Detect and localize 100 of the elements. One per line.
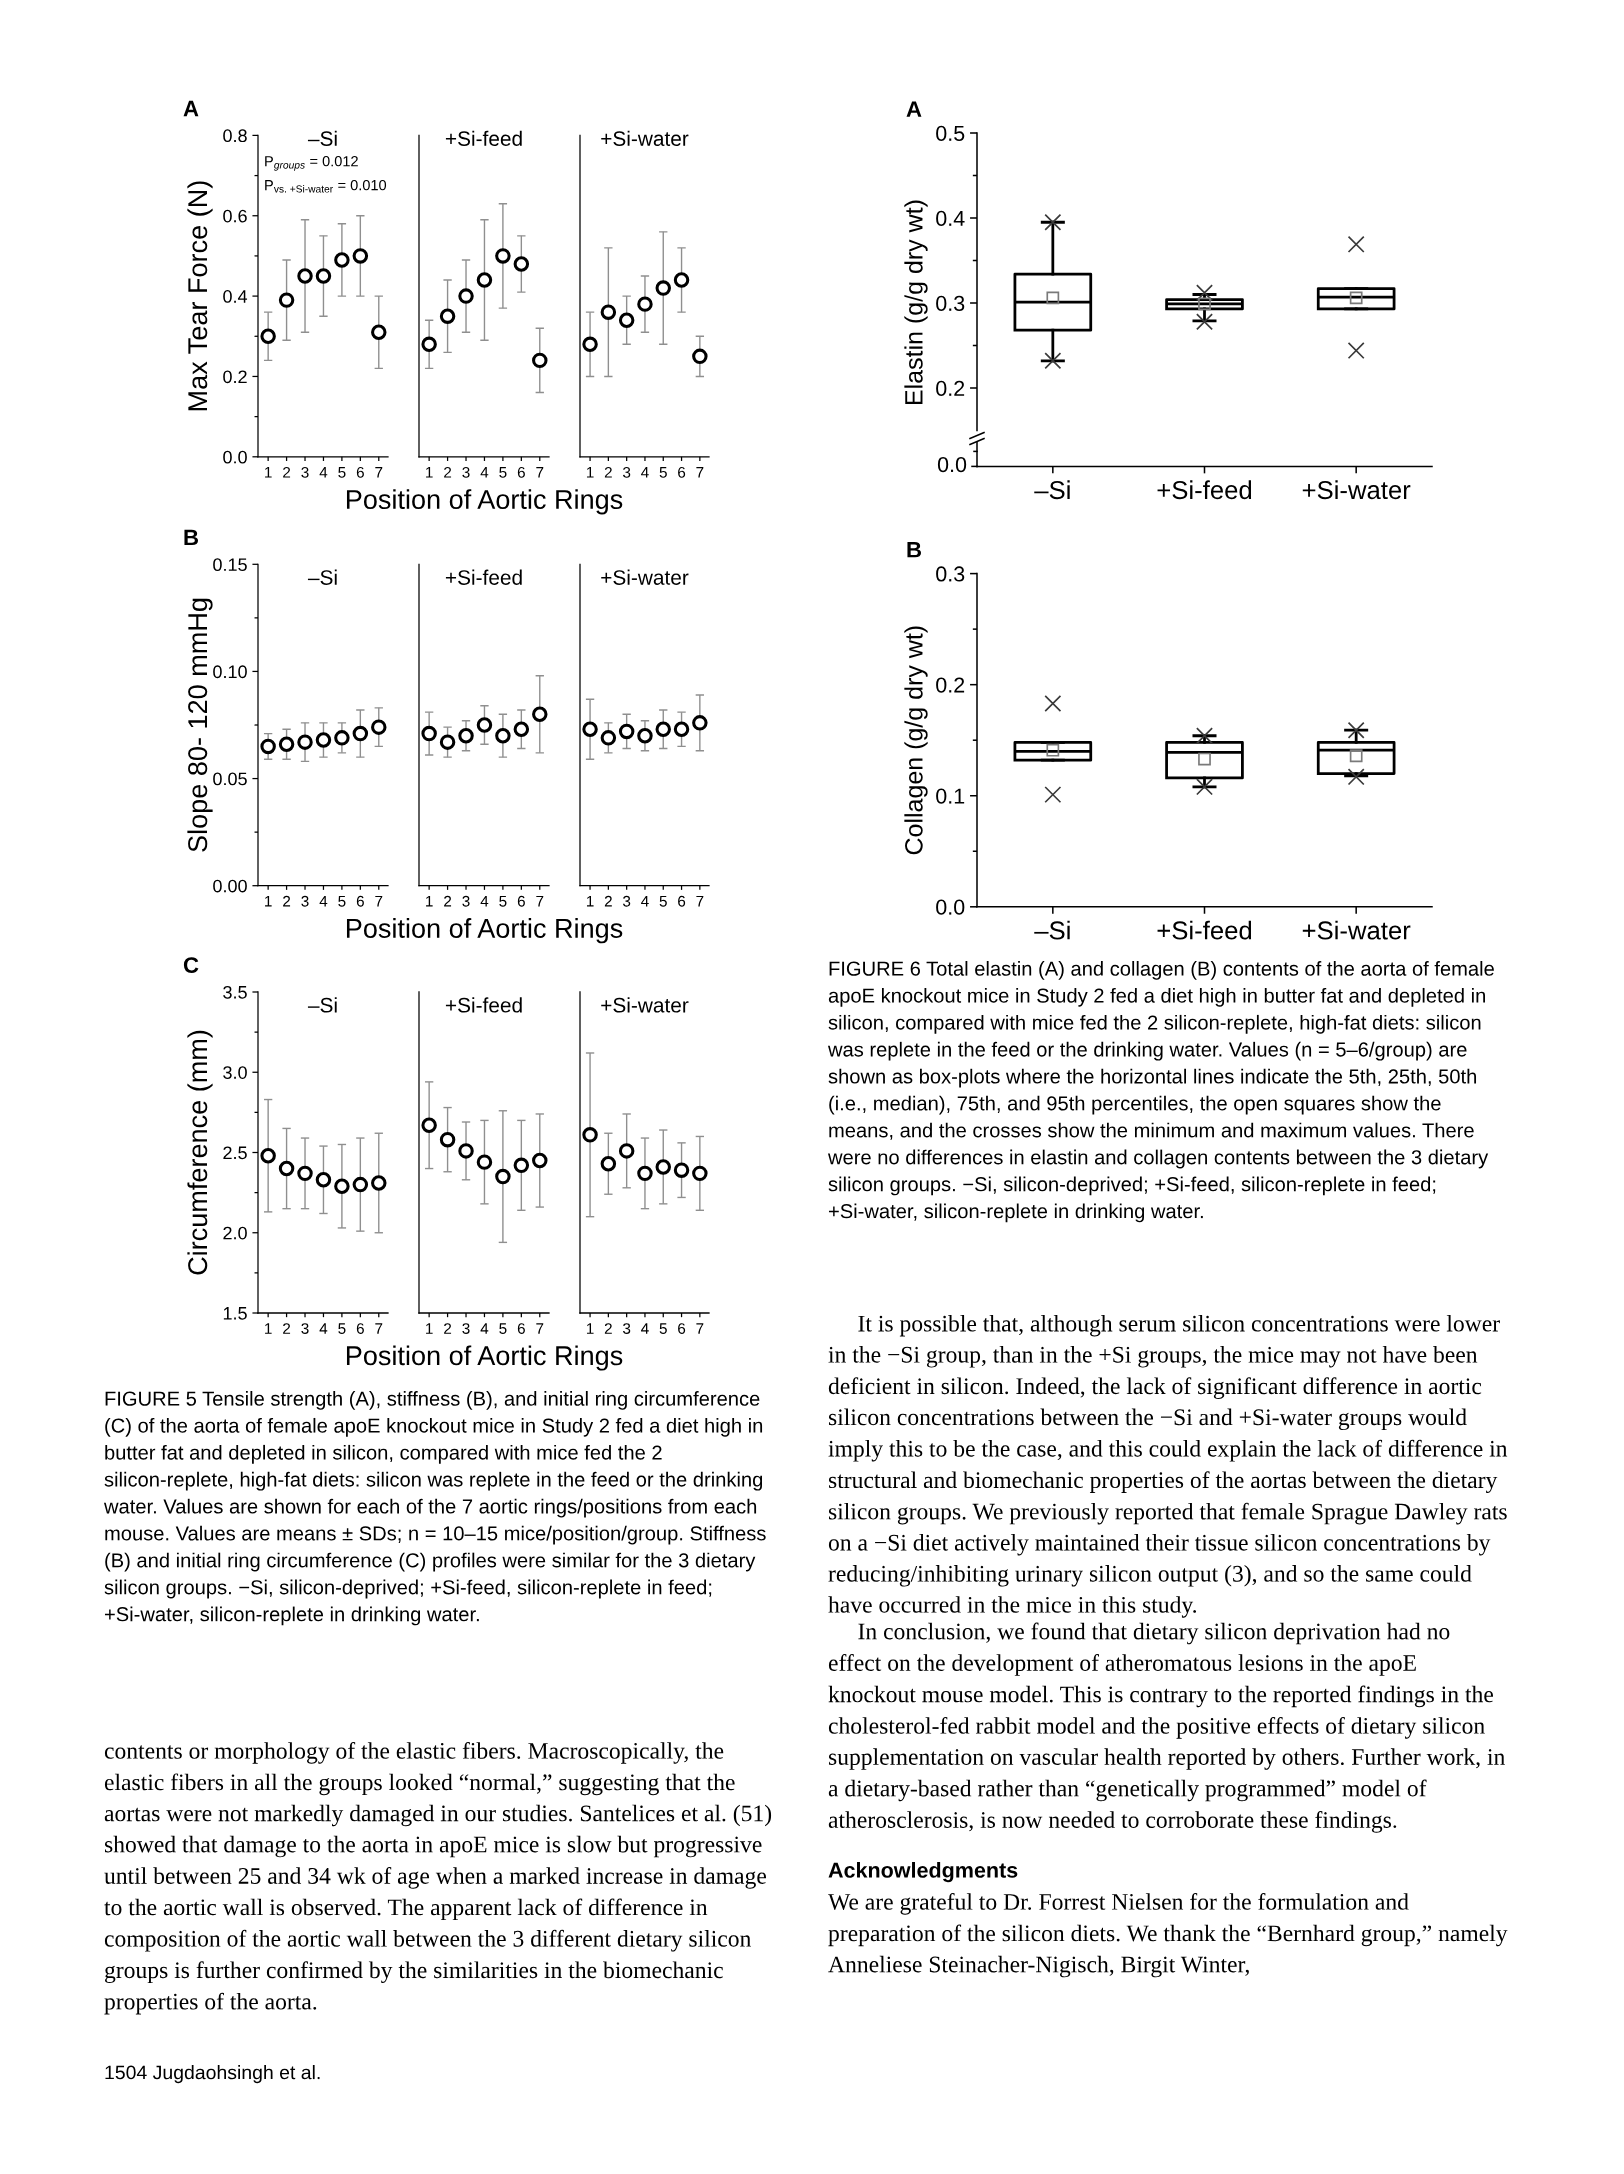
point [439,308,456,324]
x-tick-label: 2 [444,1323,452,1334]
point [371,1175,387,1191]
x-tick-label: 3 [462,895,470,907]
point [278,736,295,753]
x-tick-label: 7 [536,1323,544,1334]
point [637,727,653,744]
x-tick-label: 4 [480,895,489,907]
point [618,723,635,740]
point [692,348,708,365]
point [458,727,474,744]
point [315,268,332,284]
text: contents or morphology of the elastic fibers. Macroscopically, the elastic fibers in all the groups looked “normal,” suggesting that the aortas were not markedly damaged in our studies. Santelices et al. (51) showed that damage to the aorta in apoE mice is slow but progressive until between 25 and 34 wk of age when a marked increase in damage to the aortic wall is observed. The apparent lack of difference in composition of the aortic wall between the 3 different dietary silicon groups is further confirmed by the similarities in the biomechanic properties of the aorta. [104,1742,772,2015]
point [334,1178,350,1194]
y-tick-label: 0.05 [213,772,247,786]
x-tick-label: 7 [375,895,383,907]
x-tick-label: +Si-feed [1157,920,1252,940]
x-tick-label: 6 [678,895,686,907]
point [618,312,635,328]
point [260,1147,276,1164]
y-tick-label: 1.5 [223,1307,247,1320]
y-tick-label: 0.4 [936,210,965,227]
text: A [906,101,922,117]
point [352,248,369,264]
chart-title: +Si-feed [445,569,522,585]
x-tick-label: 2 [444,895,452,907]
y-tick-label: 0.6 [223,209,247,223]
x-tick-label: 4 [319,467,328,478]
point [297,268,313,284]
x-tick-label: 3 [622,895,631,907]
chart-title: +Si-water [601,130,689,146]
x-tick-label: 6 [678,466,686,478]
x-tick-label: 1 [265,467,272,478]
y-axis-title: Collagen (g/g dry wt) [904,626,928,855]
x-tick-label: 4 [480,1323,489,1334]
point [673,272,690,288]
x-tick-label: 4 [641,467,649,478]
y-tick-label: 0.1 [936,788,965,804]
x-tick-label: 3 [301,466,309,478]
y-tick-label: 0.4 [223,290,248,303]
x-tick-label: 6 [356,1323,364,1334]
point [600,1155,617,1172]
point [655,280,671,296]
x-tick-label: 7 [536,895,544,907]
point [582,336,598,353]
y-tick-label: 0.2 [223,370,247,384]
point [476,717,493,733]
x-tick-label: 6 [517,1323,525,1334]
x-tick-label: 4 [641,895,649,907]
x-axis-title: Position of Aortic Rings [346,918,623,944]
point [582,721,598,738]
chart-title: –Si [307,569,337,585]
x-tick-label: 3 [622,1323,631,1334]
x-tick-label: 1 [586,895,594,907]
text: In conclusion, we found that dietary silicon deprivation had no effect on the development of atheromatous lesions in the apoE knockout mouse model. This is contrary to the reported findings in the cholesterol-fed rabbit model and the positive effects of dietary silicon supplementation on vascular health reported by others. Further work, in a dietary-based rather than “genetically programmed” model of atherosclerosis, is now needed to corroborate these findings. [828,1622,1505,1833]
x-tick-label: 1 [426,467,433,478]
x-tick-label: 2 [444,466,452,478]
point [582,1127,598,1143]
point [334,730,350,746]
x-tick-label: 1 [586,1323,594,1334]
text: We are grateful to Dr. Forrest Nielsen for the formulation and preparation of the silicon diets. We thank the “Bernhard group,” namely Anneliese Steinacher-Nigisch, Birgit Winter, [828,1893,1508,1978]
point [371,719,387,735]
y-tick-label: 0.0 [223,450,247,464]
point [637,1165,653,1182]
y-axis-title: Circumference (mm) [187,1030,213,1275]
point [458,288,474,304]
point [458,1143,474,1159]
point [278,292,295,308]
point [495,1168,511,1185]
x-tick-label: 1 [586,467,594,478]
text: Acknowledgments [828,1862,1018,1883]
point [334,252,350,268]
x-tick-label: 3 [622,466,631,478]
point [655,1159,671,1175]
y-axis-title: Max Tear Force (N) [187,181,213,411]
point [692,715,708,731]
chart-title: +Si-feed [445,130,522,146]
x-tick-label: –Si [1034,920,1070,940]
point [532,1152,548,1169]
point [315,732,332,748]
x-tick-label: 2 [283,895,291,907]
x-tick-label: 2 [604,466,612,478]
x-tick-label: 3 [301,1323,309,1334]
y-tick-label: 0.2 [936,380,965,397]
x-tick-label: 5 [499,895,507,907]
chart-title: +Si-water [601,997,689,1013]
point [297,1165,313,1182]
y-tick-label: 0.2 [936,677,965,693]
x-tick-label: 6 [356,895,364,907]
x-tick-label: +Si-feed [1157,480,1252,500]
y-axis-title: Elastin (g/g dry wt) [904,200,928,405]
y-tick-label: 0.00 [213,879,247,893]
point [618,1143,635,1159]
point [439,1131,456,1148]
x-tick-label: 5 [659,467,667,478]
point [513,1157,530,1174]
y-tick-label: 0.3 [936,566,965,582]
y-tick-label: 2.0 [223,1226,247,1240]
point [513,256,530,272]
point [278,1160,295,1177]
